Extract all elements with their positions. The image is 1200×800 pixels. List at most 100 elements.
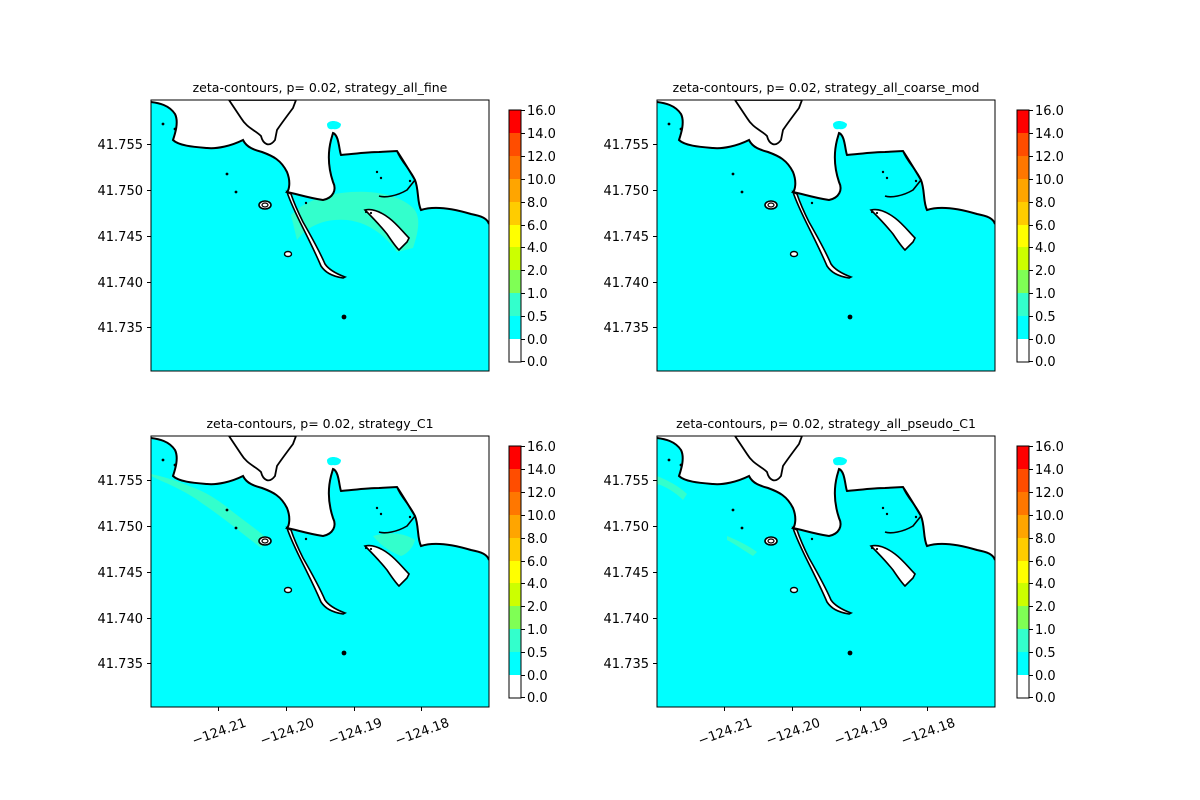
colorbar-bands bbox=[509, 110, 521, 362]
colorbar-tick-label: 1.0 bbox=[527, 623, 548, 638]
colorbar-tick-label: 10.0 bbox=[527, 509, 556, 524]
y-tick-label: 41.755 bbox=[98, 138, 144, 153]
colorbar-tick-label: 0.5 bbox=[1035, 646, 1056, 661]
colorbar-bands bbox=[1017, 446, 1029, 698]
y-tick-label: 41.740 bbox=[98, 612, 144, 627]
contour-fill-high bbox=[373, 533, 415, 556]
y-tick-label: 41.745 bbox=[98, 566, 144, 581]
y-tick-label: 41.750 bbox=[604, 520, 650, 535]
colorbar-tick-label: 14.0 bbox=[1035, 127, 1064, 142]
y-axis: 41.755 41.750 41.745 41.740 41.735 bbox=[98, 474, 151, 672]
contour-fill-high bbox=[727, 536, 757, 556]
colorbar-tick-label: 0.0 bbox=[1035, 355, 1056, 370]
colorbar-tick-label: 0.0 bbox=[527, 691, 548, 706]
colorbar-tick-label: 10.0 bbox=[1035, 173, 1064, 188]
y-tick-label: 41.740 bbox=[604, 612, 650, 627]
colorbar-ticks: 16.0 14.0 12.0 10.0 8.0 6.0 4.0 2.0 1.0 … bbox=[521, 440, 556, 706]
chart-title: zeta-contours, p= 0.02, strategy_all_pse… bbox=[676, 416, 976, 431]
colorbar-tick-label: 1.0 bbox=[1035, 287, 1056, 302]
colorbar-bands bbox=[1017, 110, 1029, 362]
y-tick-label: 41.750 bbox=[98, 520, 144, 535]
colorbar-frame bbox=[1016, 109, 1030, 363]
colorbar-frame bbox=[1016, 445, 1030, 699]
colorbar-tick-label: 10.0 bbox=[527, 173, 556, 188]
y-tick-label: 41.755 bbox=[604, 474, 650, 489]
colorbar-tick-label: 1.0 bbox=[1035, 623, 1056, 638]
colorbar-tick-label: 12.0 bbox=[527, 150, 556, 165]
colorbar-tick-label: 0.0 bbox=[527, 669, 548, 684]
y-tick-label: 41.745 bbox=[98, 230, 144, 245]
y-tick-label: 41.740 bbox=[98, 276, 144, 291]
y-tick-label: 41.745 bbox=[604, 566, 650, 581]
x-tick-label: −124.21 bbox=[190, 716, 248, 749]
colorbar-tick-label: 6.0 bbox=[527, 555, 548, 570]
y-tick-label: 41.735 bbox=[98, 321, 144, 336]
colorbar-tick-label: 12.0 bbox=[1035, 486, 1064, 501]
colorbar-tick-label: 2.0 bbox=[527, 600, 548, 615]
colorbar-tick-label: 4.0 bbox=[1035, 577, 1056, 592]
plot-frame bbox=[150, 435, 490, 708]
colorbar-ticks: 16.0 14.0 12.0 10.0 8.0 6.0 4.0 2.0 1.0 … bbox=[1029, 104, 1064, 370]
colorbar-frame bbox=[508, 445, 522, 699]
contour-fill-high bbox=[151, 474, 269, 548]
colorbar-tick-label: 2.0 bbox=[527, 264, 548, 279]
colorbar-tick-label: 6.0 bbox=[527, 219, 548, 234]
plot-frame bbox=[656, 99, 996, 372]
y-axis: 41.755 41.750 41.745 41.740 41.735 bbox=[604, 138, 657, 336]
colorbar-tick-label: 0.5 bbox=[1035, 310, 1056, 325]
x-tick-label: −124.21 bbox=[696, 716, 754, 749]
x-tick-label: −124.20 bbox=[258, 716, 316, 749]
y-axis: 41.755 41.750 41.745 41.740 41.735 bbox=[98, 138, 151, 336]
colorbar-tick-label: 14.0 bbox=[527, 127, 556, 142]
colorbar-tick-label: 12.0 bbox=[1035, 150, 1064, 165]
colorbar-tick-label: 4.0 bbox=[527, 241, 548, 256]
colorbar-3: 16.0 14.0 12.0 10.0 8.0 6.0 4.0 2.0 1.0 … bbox=[508, 440, 556, 706]
colorbar-1: 16.0 14.0 12.0 10.0 8.0 6.0 4.0 2.0 1.0 … bbox=[508, 104, 556, 370]
chart-title: zeta-contours, p= 0.02, strategy_C1 bbox=[206, 416, 433, 431]
colorbar-tick-label: 8.0 bbox=[1035, 532, 1056, 547]
colorbar-tick-label: 10.0 bbox=[1035, 509, 1064, 524]
chart-panel-2: zeta-contours, p= 0.02, strategy_all_coa… bbox=[604, 80, 996, 372]
plot-frame bbox=[150, 99, 490, 372]
colorbar-tick-label: 0.5 bbox=[527, 646, 548, 661]
chart-panel-4: zeta-contours, p= 0.02, strategy_all_pse… bbox=[604, 416, 996, 749]
y-tick-label: 41.740 bbox=[604, 276, 650, 291]
x-tick-label: −124.19 bbox=[326, 716, 384, 749]
colorbar-tick-label: 2.0 bbox=[1035, 600, 1056, 615]
colorbar-tick-label: 1.0 bbox=[527, 287, 548, 302]
y-tick-label: 41.750 bbox=[604, 184, 650, 199]
chart-panel-1: zeta-contours, p= 0.02, strategy_all_fin… bbox=[98, 80, 490, 372]
colorbar-tick-label: 14.0 bbox=[527, 463, 556, 478]
y-tick-label: 41.750 bbox=[98, 184, 144, 199]
y-axis: 41.755 41.750 41.745 41.740 41.735 bbox=[604, 474, 657, 672]
colorbar-tick-label: 4.0 bbox=[1035, 241, 1056, 256]
colorbar-tick-label: 8.0 bbox=[527, 196, 548, 211]
colorbar-4: 16.0 14.0 12.0 10.0 8.0 6.0 4.0 2.0 1.0 … bbox=[1016, 440, 1064, 706]
colorbar-tick-label: 6.0 bbox=[1035, 555, 1056, 570]
x-tick-label: −124.19 bbox=[832, 716, 890, 749]
colorbar-tick-label: 16.0 bbox=[1035, 440, 1064, 455]
y-tick-label: 41.735 bbox=[604, 657, 650, 672]
colorbar-tick-label: 0.0 bbox=[527, 333, 548, 348]
colorbar-2: 16.0 14.0 12.0 10.0 8.0 6.0 4.0 2.0 1.0 … bbox=[1016, 104, 1064, 370]
colorbar-tick-label: 4.0 bbox=[527, 577, 548, 592]
y-tick-label: 41.745 bbox=[604, 230, 650, 245]
chart-title: zeta-contours, p= 0.02, strategy_all_fin… bbox=[193, 80, 448, 95]
colorbar-tick-label: 0.0 bbox=[1035, 669, 1056, 684]
x-axis: −124.21 −124.20 −124.19 −124.18 bbox=[696, 707, 957, 749]
x-tick-label: −124.18 bbox=[899, 716, 957, 749]
y-tick-label: 41.755 bbox=[98, 474, 144, 489]
chart-title: zeta-contours, p= 0.02, strategy_all_coa… bbox=[673, 80, 980, 95]
colorbar-tick-label: 8.0 bbox=[527, 532, 548, 547]
colorbar-frame bbox=[508, 109, 522, 363]
colorbar-tick-label: 0.0 bbox=[527, 355, 548, 370]
plot-frame bbox=[656, 435, 996, 708]
y-tick-label: 41.735 bbox=[604, 321, 650, 336]
x-tick-label: −124.18 bbox=[393, 716, 451, 749]
colorbar-tick-label: 0.0 bbox=[1035, 691, 1056, 706]
y-tick-label: 41.755 bbox=[604, 138, 650, 153]
chart-panel-3: zeta-contours, p= 0.02, strategy_C1 41.7… bbox=[98, 416, 490, 749]
colorbar-tick-label: 2.0 bbox=[1035, 264, 1056, 279]
colorbar-bands bbox=[509, 446, 521, 698]
colorbar-ticks: 16.0 14.0 12.0 10.0 8.0 6.0 4.0 2.0 1.0 … bbox=[1029, 440, 1064, 706]
